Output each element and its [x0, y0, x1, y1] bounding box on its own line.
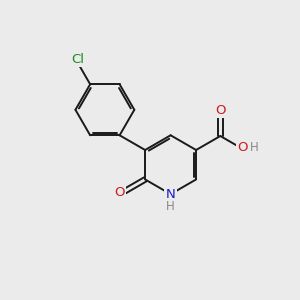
Text: O: O: [114, 186, 124, 199]
Text: O: O: [215, 103, 226, 117]
Text: H: H: [166, 200, 175, 213]
Text: Cl: Cl: [71, 52, 84, 66]
Text: O: O: [237, 141, 248, 154]
Text: N: N: [166, 188, 176, 201]
Text: H: H: [250, 141, 259, 154]
